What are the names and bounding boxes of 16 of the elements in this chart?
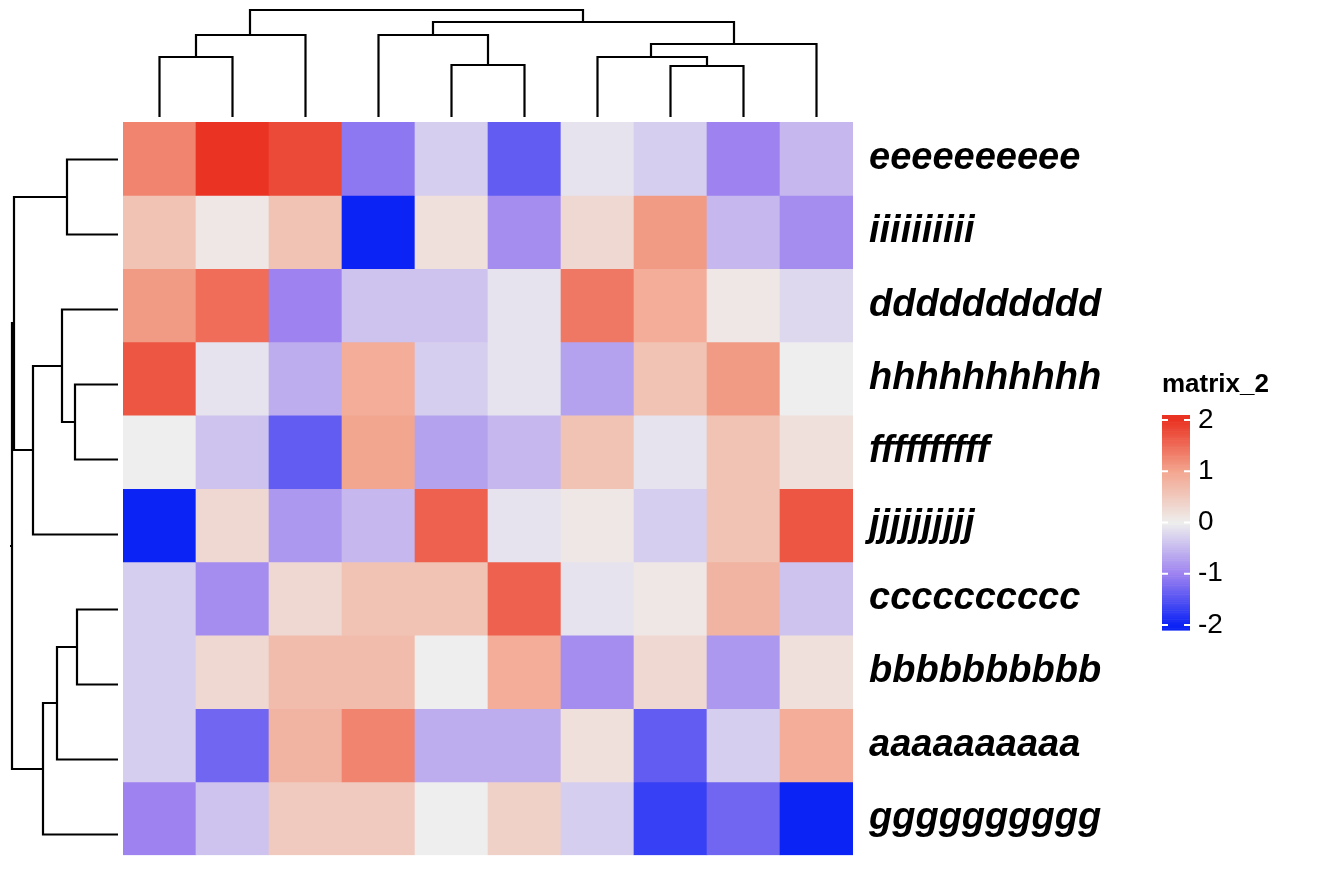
y-tick-label: jjjjjjjjjj [864, 501, 977, 544]
color-bar-label: 1 [1198, 454, 1214, 486]
y-tick-label: iiiiiiiiii [869, 208, 977, 251]
y-tick-label: bbbbbbbbbb [869, 648, 1102, 691]
y-tick-label: gggggggggg [868, 795, 1102, 838]
y-tick-label: ffffffffff [869, 428, 993, 471]
color-bar-label: 2 [1198, 402, 1214, 434]
y-tick-label: hhhhhhhhhh [869, 355, 1102, 398]
y-tick-label: eeeeeeeeee [869, 135, 1081, 178]
color-bar-label: -2 [1198, 607, 1223, 639]
y-tick-label: cccccccccc [869, 575, 1081, 618]
y-tick-label: dddddddddd [869, 281, 1102, 324]
y-tick-label: aaaaaaaaaa [869, 721, 1081, 764]
color-bar-label: 0 [1198, 505, 1214, 537]
color-bar-title: matrix_2 [1162, 368, 1269, 398]
color-bar-label: -1 [1198, 556, 1223, 588]
